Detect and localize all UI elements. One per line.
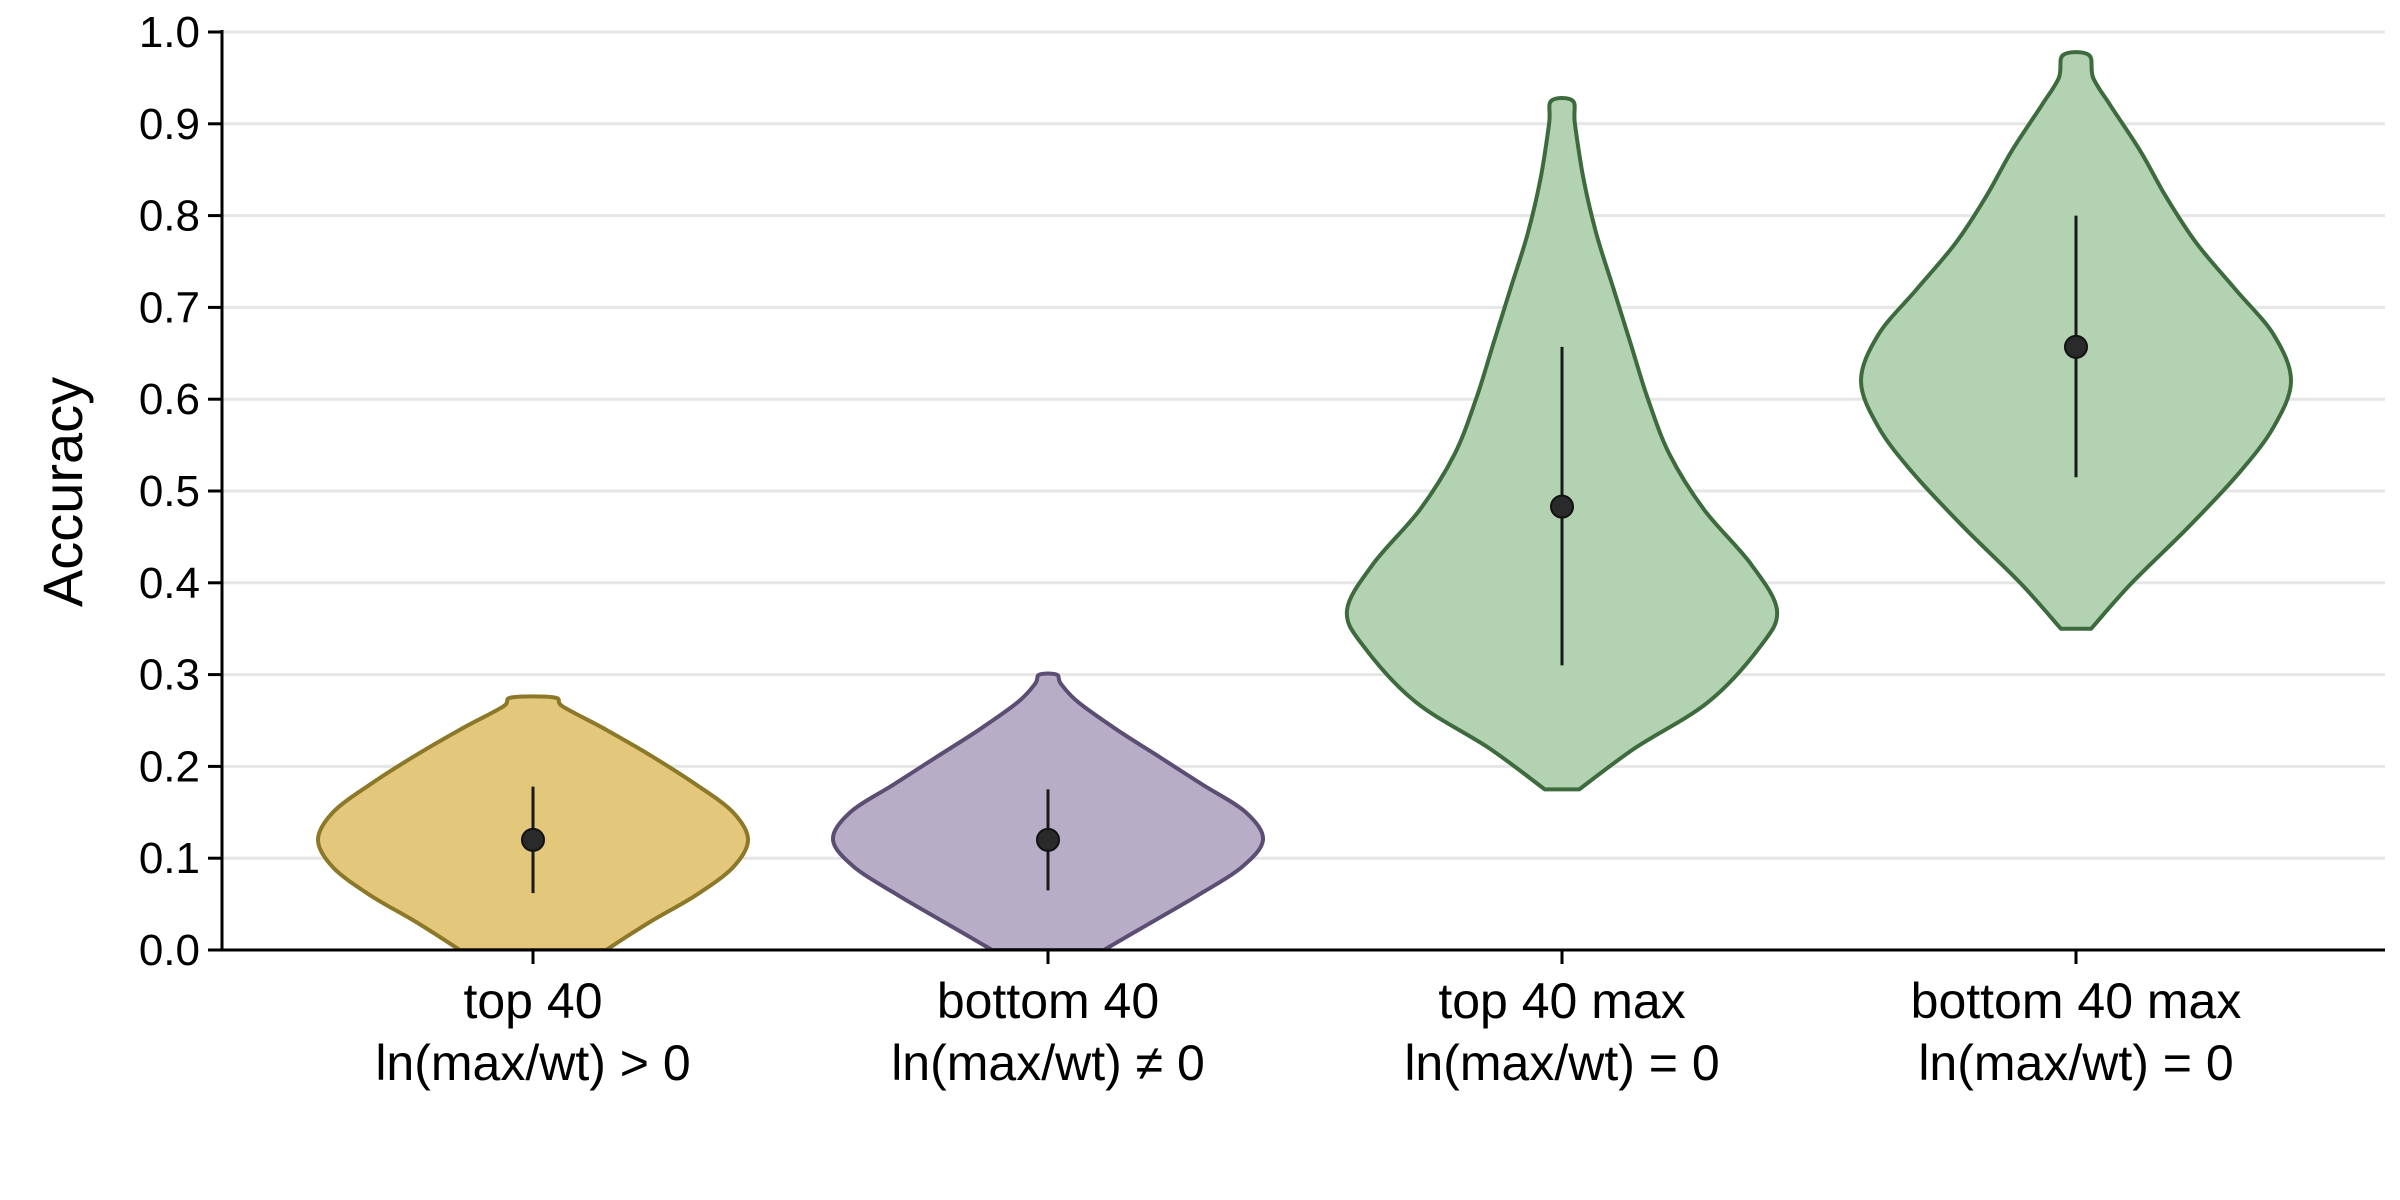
y-tick-label: 0.1 bbox=[139, 834, 200, 883]
x-tick-label: top 40 max ln(max/wt) = 0 bbox=[1404, 973, 1719, 1091]
x-tick-label-line: bottom 40 max bbox=[1911, 973, 2242, 1029]
y-tick-label: 0.3 bbox=[139, 651, 200, 700]
y-axis-title: Accuracy bbox=[31, 377, 94, 607]
mean-point bbox=[521, 827, 545, 852]
x-tick-label-line: ln(max/wt) > 0 bbox=[375, 1035, 690, 1091]
y-tick-label: 0.6 bbox=[139, 375, 200, 424]
x-tick-label-line: top 40 bbox=[463, 973, 602, 1029]
y-tick-label: 0.8 bbox=[139, 192, 200, 241]
x-tick-label: top 40 ln(max/wt) > 0 bbox=[375, 973, 690, 1091]
x-tick-label-line: ln(max/wt) ≠ 0 bbox=[891, 1035, 1205, 1091]
mean-point bbox=[1036, 827, 1060, 852]
x-tick-label: bottom 40 max ln(max/wt) = 0 bbox=[1911, 973, 2242, 1091]
y-tick-label: 0.5 bbox=[139, 467, 200, 516]
mean-point bbox=[2064, 334, 2088, 359]
y-tick-label: 0.9 bbox=[139, 100, 200, 149]
y-tick-label: 0.0 bbox=[139, 926, 200, 975]
x-tick-label: bottom 40 ln(max/wt) ≠ 0 bbox=[891, 973, 1205, 1091]
violin-group bbox=[315, 694, 751, 950]
y-tick-label: 0.4 bbox=[139, 559, 200, 608]
mean-point bbox=[1550, 494, 1574, 519]
violin-plots bbox=[315, 50, 2294, 950]
x-tick-label-line: ln(max/wt) = 0 bbox=[1918, 1035, 2233, 1091]
violin-group bbox=[830, 671, 1266, 950]
y-tick-label: 0.7 bbox=[139, 283, 200, 332]
x-tick-label-line: bottom 40 bbox=[937, 973, 1159, 1029]
x-tick-label-line: top 40 max bbox=[1438, 973, 1685, 1029]
axes: 0.0 0.1 0.2 0.3 0.4 0.5 0.6 0.7 0.8 0.9 1.0 top 40 l… bbox=[139, 8, 2385, 1091]
y-tick-label: 0.2 bbox=[139, 742, 200, 791]
violin-group bbox=[1858, 50, 2294, 631]
x-tick-label-line: ln(max/wt) = 0 bbox=[1404, 1035, 1719, 1091]
y-tick-label: 1.0 bbox=[139, 8, 200, 57]
violin-group bbox=[1344, 95, 1780, 792]
